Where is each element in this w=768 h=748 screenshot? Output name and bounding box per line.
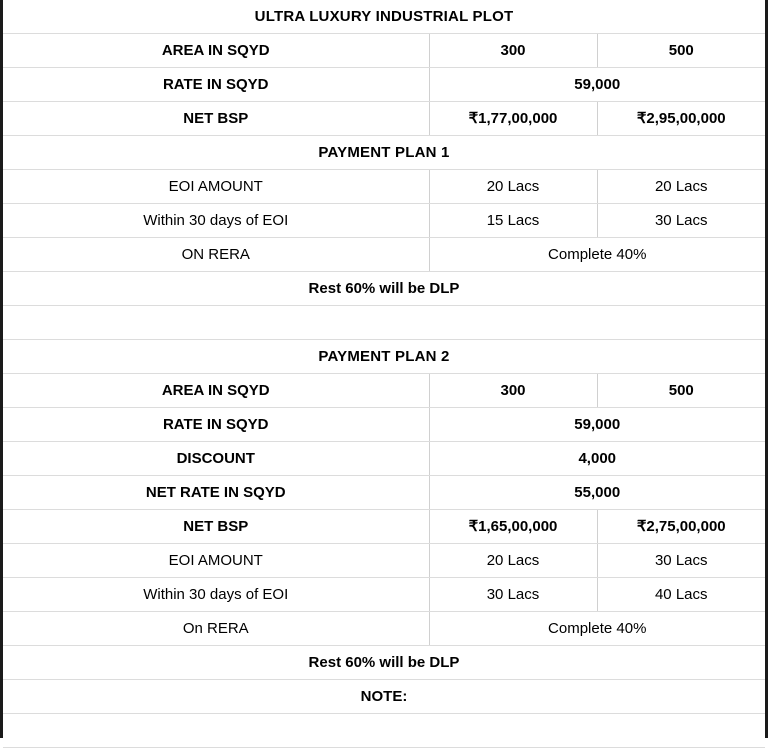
table-row: EOI AMOUNT 20 Lacs 20 Lacs <box>3 169 765 204</box>
cell-plan1-eoi-300: 20 Lacs <box>428 169 597 204</box>
table-row: PAYMENT PLAN 2 <box>3 339 765 374</box>
row-label-plan1-eoi-amount: EOI AMOUNT <box>3 169 429 204</box>
row-label-plan2-discount: DISCOUNT <box>3 441 429 476</box>
cell-net-bsp-500: ₹2,95,00,000 <box>596 101 765 136</box>
cell-plan2-net-rate-value: 55,000 <box>428 475 765 510</box>
cell-plan2-net-bsp-300: ₹1,65,00,000 <box>428 509 597 544</box>
spacer-row <box>3 305 765 340</box>
table-row: ON RERA Complete 40% <box>3 237 765 272</box>
plan1-footer-note: Rest 60% will be DLP <box>3 271 765 306</box>
cell-plan2-net-bsp-500: ₹2,75,00,000 <box>596 509 765 544</box>
pricing-table: ULTRA LUXURY INDUSTRIAL PLOT AREA IN SQY… <box>3 0 765 748</box>
cell-plan2-area-300: 300 <box>428 373 597 408</box>
cell-plan2-discount-value: 4,000 <box>428 441 765 476</box>
table-row: ULTRA LUXURY INDUSTRIAL PLOT <box>3 0 765 34</box>
cell-rate-value: 59,000 <box>428 67 765 102</box>
cell-plan1-on-rera-value: Complete 40% <box>428 237 765 272</box>
cell-plan2-on-rera-value: Complete 40% <box>428 611 765 646</box>
table-row: AREA IN SQYD 300 500 <box>3 373 765 408</box>
row-label-plan2-rate-in-sqyd: RATE IN SQYD <box>3 407 429 442</box>
row-label-plan2-within-30-days: Within 30 days of EOI <box>3 577 429 612</box>
table-row: NET RATE IN SQYD 55,000 <box>3 475 765 510</box>
cell-plan1-within30-300: 15 Lacs <box>428 203 597 238</box>
table-row: RATE IN SQYD 59,000 <box>3 67 765 102</box>
row-label-plan1-on-rera: ON RERA <box>3 237 429 272</box>
cell-net-bsp-300: ₹1,77,00,000 <box>428 101 597 136</box>
table-row: AREA IN SQYD 300 500 <box>3 33 765 68</box>
table-row: Rest 60% will be DLP <box>3 271 765 306</box>
table-row: NOTE: <box>3 679 765 714</box>
note-label: NOTE: <box>3 679 765 714</box>
row-label-plan2-eoi-amount: EOI AMOUNT <box>3 543 429 578</box>
table-row: DISCOUNT 4,000 <box>3 441 765 476</box>
table-row: Within 30 days of EOI 30 Lacs 40 Lacs <box>3 577 765 612</box>
cell-plan2-within30-300: 30 Lacs <box>428 577 597 612</box>
row-label-plan2-on-rera: On RERA <box>3 611 429 646</box>
cell-area-500: 500 <box>596 33 765 68</box>
table-row: NET BSP ₹1,65,00,000 ₹2,75,00,000 <box>3 509 765 544</box>
cell-plan2-area-500: 500 <box>596 373 765 408</box>
table-row: Within 30 days of EOI 15 Lacs 30 Lacs <box>3 203 765 238</box>
table-row: EOI AMOUNT 20 Lacs 30 Lacs <box>3 543 765 578</box>
plan1-title-banner: PAYMENT PLAN 1 <box>3 135 765 170</box>
table-row: NET BSP ₹1,77,00,000 ₹2,95,00,000 <box>3 101 765 136</box>
table-row: On RERA Complete 40% <box>3 611 765 646</box>
row-label-area-in-sqyd: AREA IN SQYD <box>3 33 429 68</box>
row-label-plan2-area-in-sqyd: AREA IN SQYD <box>3 373 429 408</box>
cell-plan1-eoi-500: 20 Lacs <box>596 169 765 204</box>
empty-note-body <box>3 713 765 748</box>
row-label-plan2-net-bsp: NET BSP <box>3 509 429 544</box>
cell-plan2-rate-value: 59,000 <box>428 407 765 442</box>
table-row: PAYMENT PLAN 1 <box>3 135 765 170</box>
table-row: RATE IN SQYD 59,000 <box>3 407 765 442</box>
table-row: Rest 60% will be DLP <box>3 645 765 680</box>
row-label-plan2-net-rate-in-sqyd: NET RATE IN SQYD <box>3 475 429 510</box>
row-label-rate-in-sqyd: RATE IN SQYD <box>3 67 429 102</box>
row-label-plan1-within-30-days: Within 30 days of EOI <box>3 203 429 238</box>
table-row-spacer <box>3 305 765 340</box>
plan2-footer-note: Rest 60% will be DLP <box>3 645 765 680</box>
row-label-net-bsp: NET BSP <box>3 101 429 136</box>
cell-area-300: 300 <box>428 33 597 68</box>
plan2-title-banner: PAYMENT PLAN 2 <box>3 339 765 374</box>
cell-plan2-eoi-300: 20 Lacs <box>428 543 597 578</box>
cell-plan2-eoi-500: 30 Lacs <box>596 543 765 578</box>
cell-plan2-within30-500: 40 Lacs <box>596 577 765 612</box>
table-row-empty <box>3 713 765 748</box>
cell-plan1-within30-500: 30 Lacs <box>596 203 765 238</box>
main-title-banner: ULTRA LUXURY INDUSTRIAL PLOT <box>3 0 765 34</box>
